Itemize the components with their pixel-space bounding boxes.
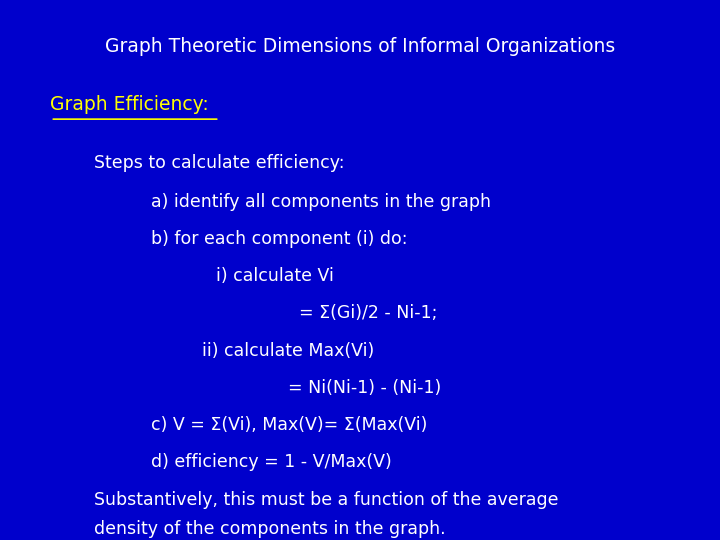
Text: Substantively, this must be a function of the average: Substantively, this must be a function o… [94,491,558,509]
Text: c) V = Σ(Vi), Max(V)= Σ(Max(Vi): c) V = Σ(Vi), Max(V)= Σ(Max(Vi) [151,416,428,434]
Text: Steps to calculate efficiency:: Steps to calculate efficiency: [94,153,344,172]
Text: Graph Theoretic Dimensions of Informal Organizations: Graph Theoretic Dimensions of Informal O… [105,37,615,56]
Text: Graph Efficiency:: Graph Efficiency: [50,95,209,114]
Text: = Ni(Ni-1) - (Ni-1): = Ni(Ni-1) - (Ni-1) [288,379,441,396]
Text: d) efficiency = 1 - V/Max(V): d) efficiency = 1 - V/Max(V) [151,453,392,471]
Text: density of the components in the graph.: density of the components in the graph. [94,520,445,538]
Text: a) identify all components in the graph: a) identify all components in the graph [151,193,491,211]
Text: = Σ(Gi)/2 - Ni-1;: = Σ(Gi)/2 - Ni-1; [299,305,437,322]
Text: ii) calculate Max(Vi): ii) calculate Max(Vi) [202,341,374,360]
Text: b) for each component (i) do:: b) for each component (i) do: [151,231,408,248]
Text: i) calculate Vi: i) calculate Vi [216,267,334,285]
